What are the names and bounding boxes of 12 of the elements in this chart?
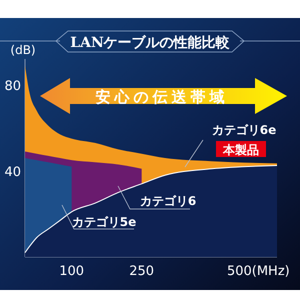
x-tick-label: 250 [129, 264, 154, 279]
text: カテゴリ6e [212, 123, 276, 137]
x-tick-label: 500(MHz) [226, 264, 290, 279]
y-tick-label: 80 [4, 78, 21, 94]
chart-title: LANケーブルの性能比較 [70, 34, 231, 51]
annotation: 本製品 [222, 143, 259, 157]
x-tick-label: 100 [59, 264, 84, 279]
annotation: 安心の伝送帯域 [96, 88, 228, 106]
y-axis-title: (dB) [10, 43, 36, 57]
y-tick-label: 40 [4, 164, 21, 180]
series-label: カテゴリ5e [72, 215, 136, 229]
series-label: カテゴリ6 [140, 194, 196, 208]
